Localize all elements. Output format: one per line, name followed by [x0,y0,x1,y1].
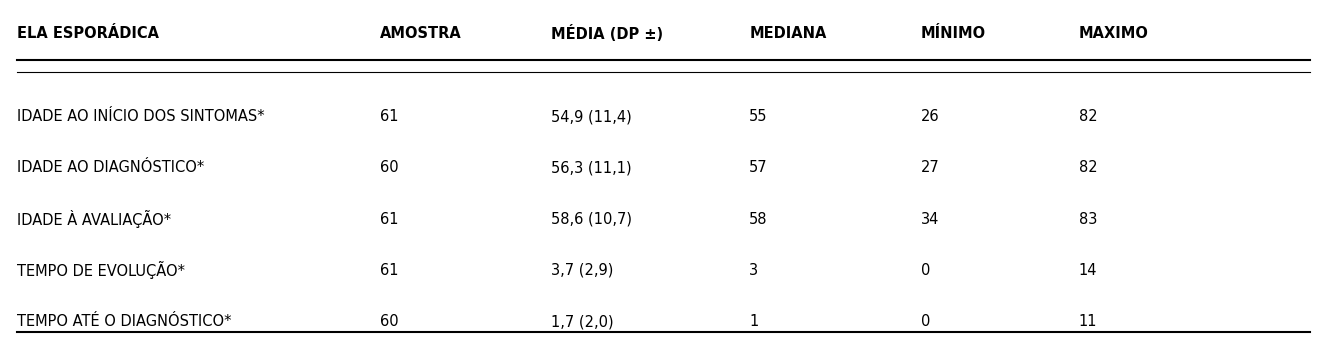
Text: 27: 27 [921,160,940,175]
Text: 61: 61 [380,109,398,124]
Text: 54,9 (11,4): 54,9 (11,4) [552,109,632,124]
Text: 3,7 (2,9): 3,7 (2,9) [552,263,614,278]
Text: 61: 61 [380,212,398,226]
Text: IDADE AO INÍCIO DOS SINTOMAS*: IDADE AO INÍCIO DOS SINTOMAS* [17,109,265,124]
Text: 3: 3 [750,263,758,278]
Text: 60: 60 [380,314,398,329]
Text: 60: 60 [380,160,398,175]
Text: 58: 58 [750,212,768,226]
Text: 26: 26 [921,109,940,124]
Text: 0: 0 [921,314,930,329]
Text: 83: 83 [1079,212,1097,226]
Text: ELA ESPORÁDICA: ELA ESPORÁDICA [17,26,159,41]
Text: IDADE À AVALIAÇÃO*: IDADE À AVALIAÇÃO* [17,210,171,228]
Text: 56,3 (11,1): 56,3 (11,1) [552,160,632,175]
Text: 11: 11 [1079,314,1097,329]
Text: 0: 0 [921,263,930,278]
Text: 34: 34 [921,212,940,226]
Text: IDADE AO DIAGNÓSTICO*: IDADE AO DIAGNÓSTICO* [17,160,204,175]
Text: 61: 61 [380,263,398,278]
Text: MÉDIA (DP ±): MÉDIA (DP ±) [552,25,664,42]
Text: TEMPO ATÉ O DIAGNÓSTICO*: TEMPO ATÉ O DIAGNÓSTICO* [17,314,232,329]
Text: 14: 14 [1079,263,1097,278]
Text: MEDIANA: MEDIANA [750,26,827,41]
Text: 82: 82 [1079,160,1097,175]
Text: 1: 1 [750,314,759,329]
Text: MÍNIMO: MÍNIMO [921,26,986,41]
Text: 58,6 (10,7): 58,6 (10,7) [552,212,633,226]
Text: 55: 55 [750,109,768,124]
Text: AMOSTRA: AMOSTRA [380,26,462,41]
Text: 82: 82 [1079,109,1097,124]
Text: 57: 57 [750,160,768,175]
Text: 1,7 (2,0): 1,7 (2,0) [552,314,614,329]
Text: TEMPO DE EVOLUÇÃO*: TEMPO DE EVOLUÇÃO* [17,261,186,279]
Text: MAXIMO: MAXIMO [1079,26,1149,41]
